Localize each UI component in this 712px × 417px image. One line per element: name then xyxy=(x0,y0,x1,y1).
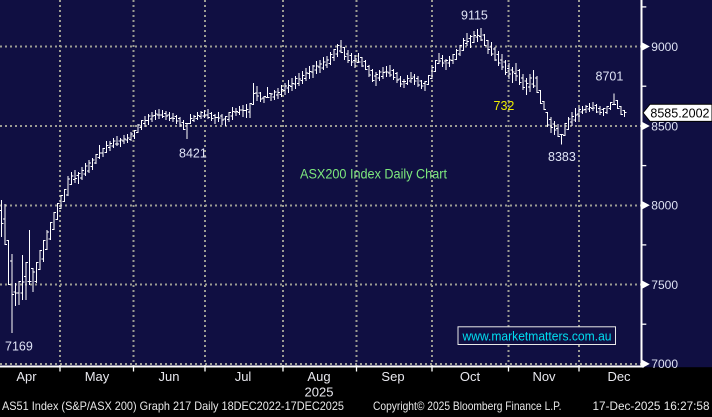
svg-text:17-Dec-2025 16:27:58: 17-Dec-2025 16:27:58 xyxy=(593,399,710,413)
svg-text:www.marketmatters.com.au: www.marketmatters.com.au xyxy=(462,328,612,343)
svg-text:Apr: Apr xyxy=(16,369,37,384)
svg-text:7500: 7500 xyxy=(651,278,678,292)
svg-text:8383: 8383 xyxy=(548,150,576,164)
svg-text:8421: 8421 xyxy=(179,147,207,161)
svg-text:AS51 Index (S&P/ASX 200) Graph: AS51 Index (S&P/ASX 200) Graph 217 Daily… xyxy=(2,399,344,413)
svg-text:7169: 7169 xyxy=(5,339,33,353)
svg-text:Aug: Aug xyxy=(307,369,330,384)
svg-text:8701: 8701 xyxy=(596,70,624,84)
svg-text:Oct: Oct xyxy=(460,369,481,384)
svg-text:732: 732 xyxy=(494,99,515,113)
svg-text:8000: 8000 xyxy=(651,199,678,213)
svg-text:8500: 8500 xyxy=(651,119,678,133)
svg-text:8585.2002: 8585.2002 xyxy=(650,106,709,120)
svg-text:ASX200 Index Daily Chart: ASX200 Index Daily Chart xyxy=(300,167,447,182)
svg-text:Nov: Nov xyxy=(532,369,556,384)
svg-text:Jun: Jun xyxy=(159,369,180,384)
svg-text:Jul: Jul xyxy=(235,369,252,384)
svg-text:7000: 7000 xyxy=(651,357,678,371)
svg-text:Copyright© 2025 Bloomberg Fina: Copyright© 2025 Bloomberg Finance L.P. xyxy=(373,399,562,413)
svg-text:Sep: Sep xyxy=(381,369,404,384)
svg-text:9000: 9000 xyxy=(651,40,678,54)
svg-text:Dec: Dec xyxy=(607,369,631,384)
svg-text:May: May xyxy=(85,369,110,384)
svg-text:2025: 2025 xyxy=(305,385,334,400)
svg-text:9115: 9115 xyxy=(461,9,488,23)
